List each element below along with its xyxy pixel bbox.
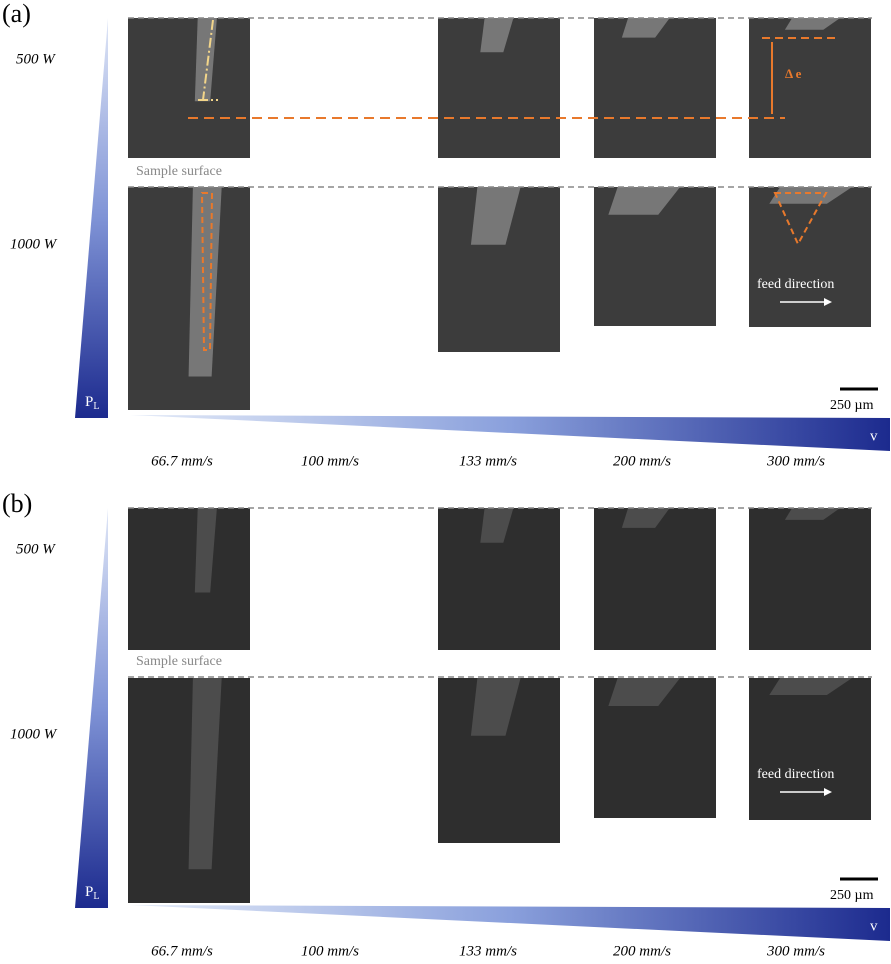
row-label: 1000 W bbox=[10, 236, 58, 252]
power-wedge bbox=[75, 508, 108, 908]
speed-label: 300 mm/s bbox=[766, 453, 825, 469]
xray-image bbox=[128, 18, 250, 158]
surface-label: Sample surface bbox=[136, 654, 222, 669]
row-label: 1000 W bbox=[10, 726, 58, 742]
scale-label: 250 µm bbox=[830, 398, 874, 413]
speed-label: 66.7 mm/s bbox=[151, 453, 213, 469]
xray-image bbox=[749, 678, 871, 820]
speed-symbol: v bbox=[870, 918, 878, 934]
speed-label: 200 mm/s bbox=[613, 453, 671, 469]
panel-label: (a) bbox=[2, 0, 31, 28]
figure: (a) 500 W 1000 W 66.7 mm/s 100 mm/s 133 mm/s 2… bbox=[0, 0, 891, 964]
xray-image bbox=[749, 508, 871, 650]
feed-label: feed direction bbox=[757, 277, 834, 292]
xray-image bbox=[128, 508, 250, 650]
panel-label: (b) bbox=[2, 489, 32, 518]
speed-wedge bbox=[130, 415, 890, 451]
surface-label: Sample surface bbox=[136, 164, 222, 179]
xray-image bbox=[749, 187, 871, 327]
speed-label: 300 mm/s bbox=[766, 943, 825, 959]
speed-label: 133 mm/s bbox=[459, 943, 517, 959]
speed-label: 100 mm/s bbox=[301, 453, 359, 469]
speed-symbol: v bbox=[870, 428, 878, 444]
speed-label: 66.7 mm/s bbox=[151, 943, 213, 959]
row-label: 500 W bbox=[16, 541, 56, 557]
scale-label: 250 µm bbox=[830, 888, 874, 903]
power-wedge bbox=[75, 18, 108, 418]
xray-image bbox=[594, 18, 716, 158]
feed-label: feed direction bbox=[757, 767, 834, 782]
depth-label: Δ e bbox=[785, 66, 802, 81]
speed-label: 100 mm/s bbox=[301, 943, 359, 959]
row-label: 500 W bbox=[16, 51, 56, 67]
speed-wedge bbox=[130, 905, 890, 941]
speed-label: 133 mm/s bbox=[459, 453, 517, 469]
xray-image bbox=[594, 508, 716, 650]
speed-label: 200 mm/s bbox=[613, 943, 671, 959]
